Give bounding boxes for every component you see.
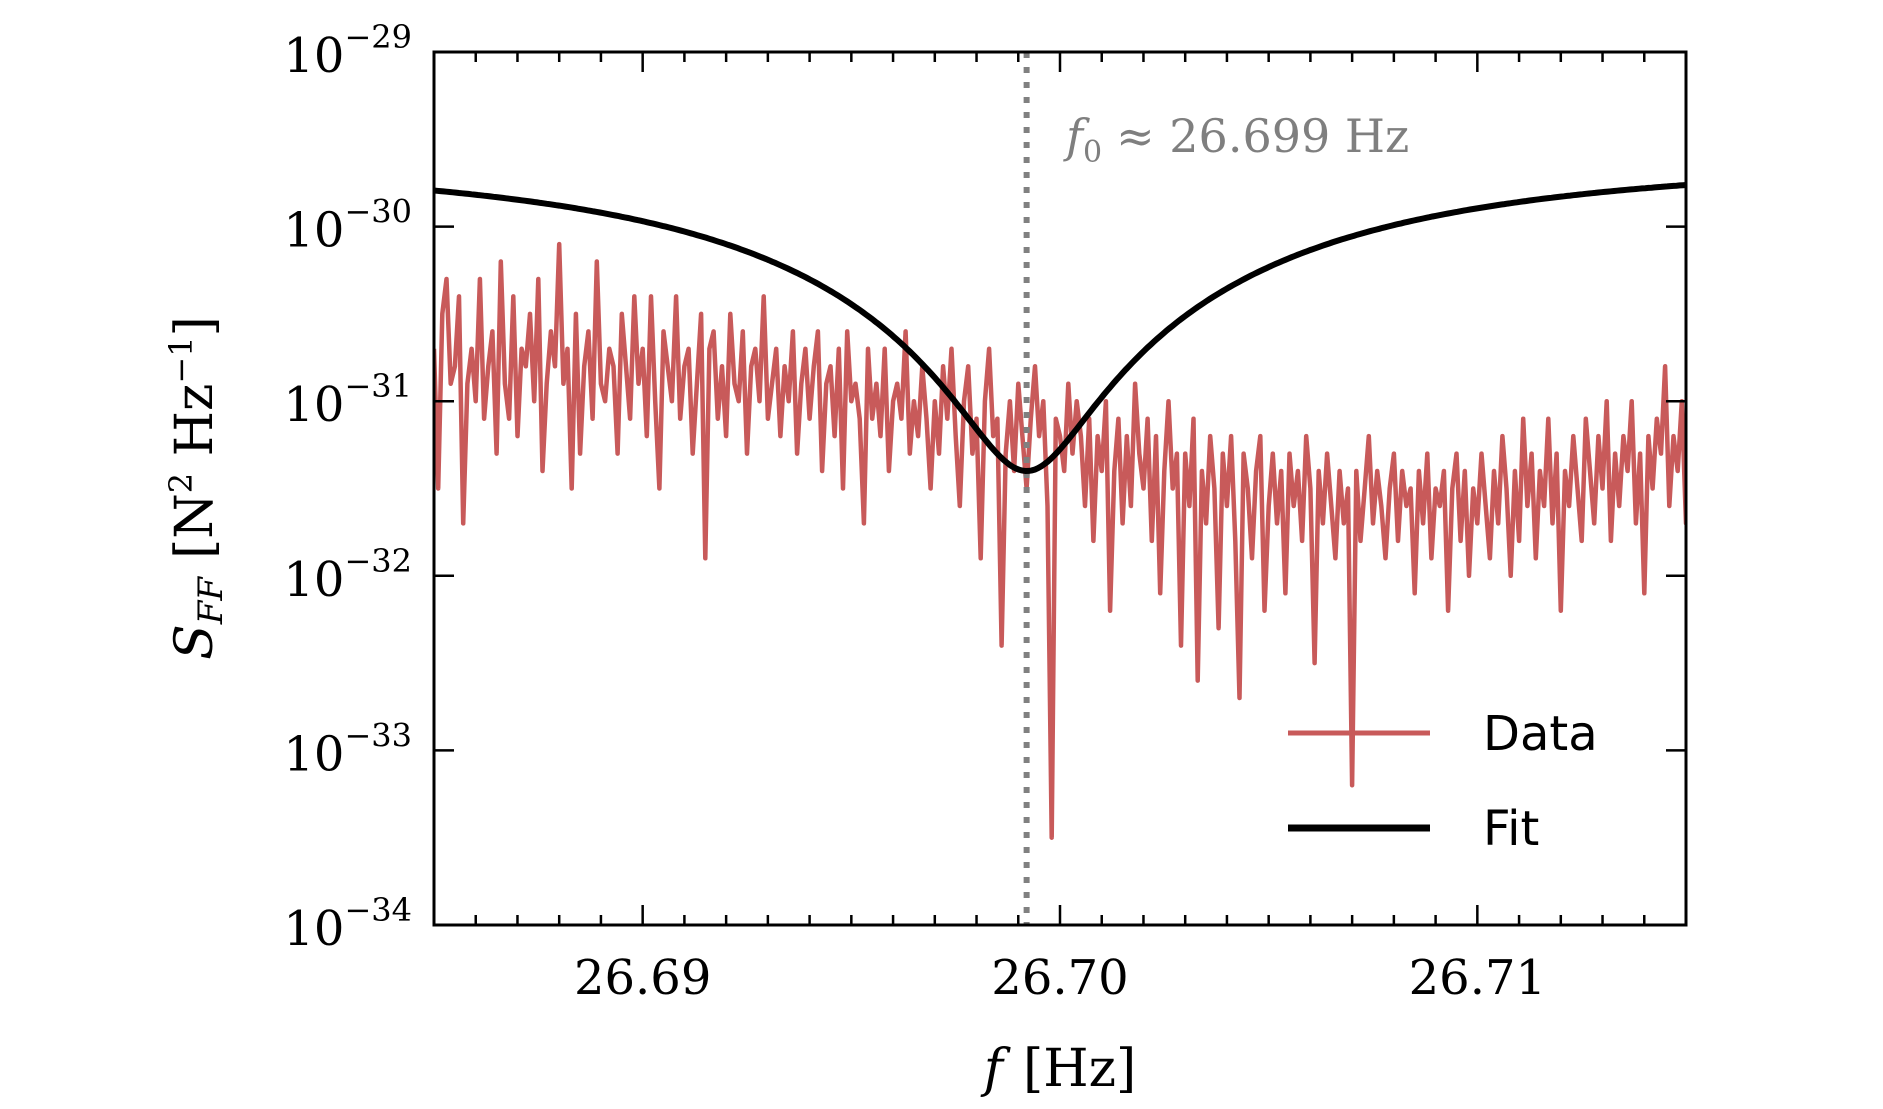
y-tick-base: 10 — [283, 203, 344, 259]
y-tick-exponent: −29 — [344, 18, 412, 56]
x-axis-unit: [Hz] — [1023, 1039, 1136, 1099]
x-tick-label: 26.70 — [991, 950, 1128, 1006]
y-axis-unit-mid: Hz — [165, 384, 225, 473]
y-tick-base: 10 — [283, 552, 344, 608]
axis-ticks — [432, 50, 1688, 927]
x-tick-label: 26.69 — [574, 950, 711, 1006]
y-axis-unit-open: [N — [165, 493, 225, 559]
y-tick-exponent: −33 — [344, 716, 412, 754]
y-tick-base: 10 — [283, 28, 344, 84]
y-tick-base: 10 — [283, 901, 344, 957]
y-tick-label: 10−34 — [283, 891, 412, 957]
y-tick-label: 10−31 — [283, 367, 412, 433]
f0-annotation: f0 ≈ 26.699 Hz — [1063, 109, 1409, 170]
y-tick-label: 10−29 — [283, 18, 412, 84]
y-axis-subscript: FF — [191, 576, 231, 626]
legend: Data Fit — [1288, 706, 1598, 857]
y-axis-label: SFF [N2 Hz−1] — [162, 316, 231, 660]
y-tick-label: 10−33 — [283, 716, 412, 782]
fit-series-line — [434, 182, 1686, 475]
y-axis-unit-sq: 2 — [162, 473, 200, 493]
f0-value: ≈ 26.699 Hz — [1116, 109, 1409, 163]
y-tick-base: 10 — [283, 726, 344, 782]
y-axis-unit-exp: −1 — [162, 336, 200, 383]
x-tick-labels: 26.69 26.70 26.71 — [574, 950, 1546, 1006]
y-axis-symbol: S — [165, 624, 225, 660]
legend-label-fit: Fit — [1483, 801, 1539, 857]
f0-subscript: 0 — [1083, 135, 1102, 170]
y-tick-exponent: −31 — [344, 367, 412, 405]
y-tick-exponent: −32 — [344, 542, 412, 580]
x-axis-label: f [Hz] — [980, 1039, 1137, 1099]
data-series-line — [434, 241, 1686, 840]
legend-label-data: Data — [1483, 706, 1598, 762]
plot-area — [432, 50, 1688, 927]
y-tick-label: 10−30 — [283, 193, 412, 259]
y-tick-exponent: −30 — [344, 193, 412, 231]
y-tick-label: 10−32 — [283, 542, 412, 608]
x-axis-symbol: f — [980, 1039, 1011, 1099]
y-axis-unit-close: ] — [165, 316, 225, 336]
y-tick-exponent: −34 — [344, 891, 412, 929]
x-tick-label: 26.71 — [1409, 950, 1546, 1006]
y-tick-base: 10 — [283, 377, 344, 433]
